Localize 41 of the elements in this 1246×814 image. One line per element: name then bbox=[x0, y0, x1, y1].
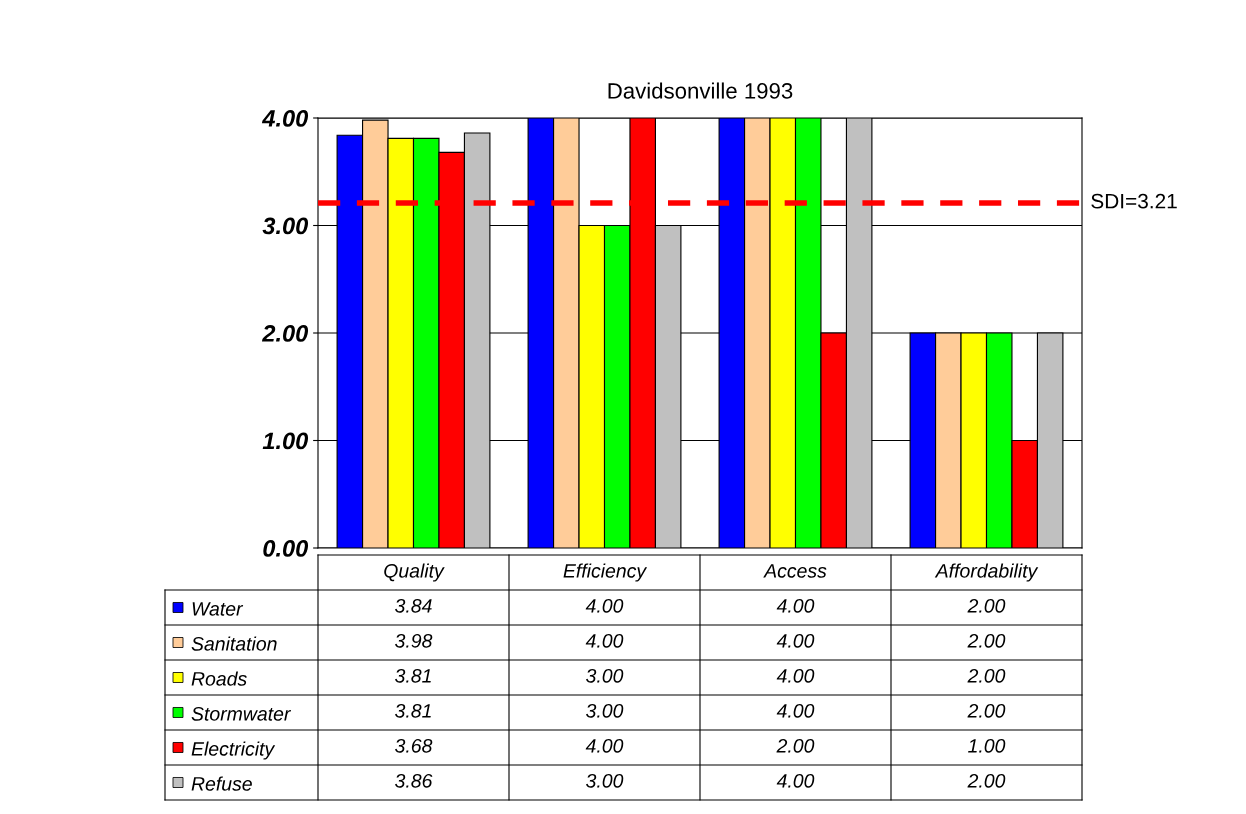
data-label: 4.00 bbox=[776, 773, 815, 788]
data-label: 2.00 bbox=[967, 668, 1006, 683]
x-tick-label: Access bbox=[763, 564, 827, 578]
data-label: 3.00 bbox=[586, 773, 624, 788]
legend-label: Roads bbox=[191, 671, 247, 686]
data-label: 3.98 bbox=[395, 633, 433, 648]
data-label: 4.00 bbox=[776, 633, 815, 648]
data-label: 3.81 bbox=[395, 668, 431, 683]
x-tick-label: Affordability bbox=[934, 563, 1039, 582]
data-label: 4.00 bbox=[585, 633, 624, 648]
data-label: 3.84 bbox=[395, 598, 432, 613]
y-tick-label: 2.00 bbox=[261, 325, 309, 342]
data-label: 3.86 bbox=[395, 773, 433, 788]
legend-label: Refuse bbox=[191, 776, 252, 791]
data-label: 2.00 bbox=[967, 773, 1006, 788]
legend-label: Water bbox=[192, 602, 244, 616]
ref-line-label: SDI=3.21 bbox=[1091, 193, 1177, 209]
data-label: 2.00 bbox=[776, 738, 815, 753]
data-label: 4.00 bbox=[585, 738, 624, 753]
data-label: 3.00 bbox=[586, 703, 624, 718]
x-tick-label: Efficiency bbox=[563, 563, 648, 582]
data-label: 2.00 bbox=[967, 598, 1006, 613]
y-tick-label: 1.00 bbox=[262, 432, 309, 450]
data-label: 3.81 bbox=[395, 703, 431, 718]
y-tick-label: 3.00 bbox=[262, 217, 309, 235]
y-tick-label: 4.00 bbox=[261, 110, 309, 127]
legend-label: Sanitation bbox=[191, 636, 277, 651]
data-label: 4.00 bbox=[776, 668, 815, 683]
y-tick-label: 0.00 bbox=[263, 540, 309, 557]
data-label: 1.00 bbox=[968, 738, 1006, 753]
legend-label: Stormwater bbox=[191, 706, 292, 721]
data-label: 2.00 bbox=[967, 633, 1006, 648]
x-tick-label: Quality bbox=[384, 563, 445, 582]
data-label: 2.00 bbox=[967, 703, 1006, 718]
data-label: 4.00 bbox=[776, 703, 815, 718]
data-label: 3.68 bbox=[395, 738, 433, 753]
data-label: 4.00 bbox=[776, 598, 815, 613]
legend-label: Electricity bbox=[191, 741, 276, 760]
data-label: 3.00 bbox=[586, 668, 624, 683]
data-label: 4.00 bbox=[585, 598, 624, 613]
chart-title: Davidsonville 1993 bbox=[608, 82, 793, 99]
